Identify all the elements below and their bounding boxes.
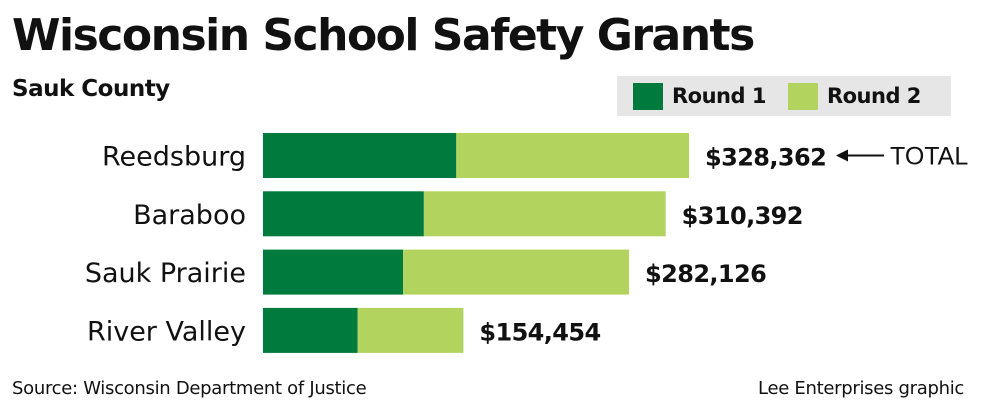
- bar-sauk-prairie-round-1: [263, 249, 404, 295]
- bar-reedsburg-round-1: [263, 133, 457, 178]
- bar-river-valley-round-2: [357, 307, 464, 353]
- total-label-river-valley: $154,454: [479, 318, 600, 346]
- total-annotation-label: TOTAL: [890, 143, 968, 171]
- credit-note: Lee Enterprises graphic: [758, 378, 964, 399]
- category-label-baraboo: Baraboo: [133, 200, 246, 231]
- legend-item-round-1: Round 1: [633, 82, 766, 110]
- total-arrow-head: [836, 149, 848, 162]
- chart-title: Wisconsin School Safety Grants: [12, 10, 755, 61]
- total-label-reedsburg: $328,362: [705, 144, 826, 172]
- legend-item-round-2: Round 2: [787, 82, 921, 110]
- bar-baraboo-round-2: [423, 191, 666, 237]
- bar-baraboo-round-1: [263, 191, 424, 237]
- bar-sauk-prairie-round-2: [403, 249, 630, 295]
- bar-reedsburg-round-2: [456, 133, 689, 178]
- bar-river-valley-round-1: [263, 307, 358, 353]
- total-label-baraboo: $310,392: [682, 202, 803, 230]
- chart-subtitle: Sauk County: [12, 76, 170, 102]
- legend: Round 1 Round 2: [617, 76, 951, 116]
- legend-swatch-round-1: [633, 82, 663, 110]
- category-label-reedsburg: Reedsburg: [102, 142, 246, 173]
- category-label-river-valley: River Valley: [87, 316, 246, 347]
- total-label-sauk-prairie: $282,126: [645, 260, 766, 288]
- category-label-sauk-prairie: Sauk Prairie: [85, 258, 246, 289]
- legend-label-round-2: Round 2: [826, 84, 921, 108]
- legend-swatch-round-2: [787, 82, 818, 110]
- legend-label-round-1: Round 1: [672, 84, 766, 108]
- source-note: Source: Wisconsin Department of Justice: [12, 378, 367, 399]
